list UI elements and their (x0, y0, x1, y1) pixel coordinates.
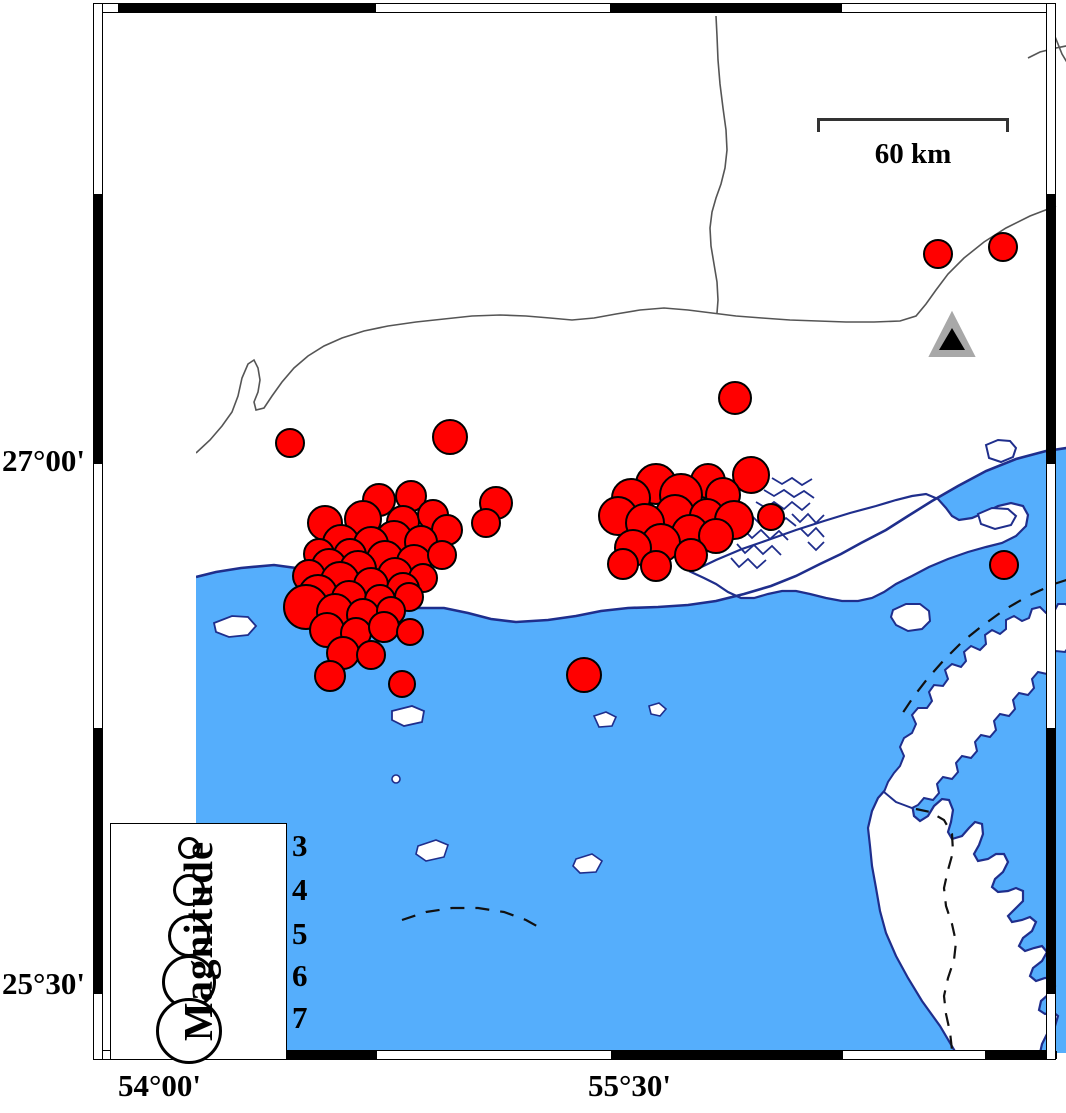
epicenter-marker (275, 428, 305, 458)
lon-label-55-30: 55°30' (588, 1068, 672, 1103)
epicenter-marker (757, 503, 785, 531)
map-canvas[interactable] (196, 16, 1066, 1053)
epicenter-marker (698, 518, 734, 554)
legend-label-4: 4 (292, 872, 308, 907)
legend-label-5: 5 (292, 916, 308, 951)
island-qeshm (688, 492, 1030, 603)
legend-circle-m5 (168, 915, 210, 957)
epicenter-marker (471, 508, 501, 538)
maritime-boundary-dashed (901, 578, 1066, 715)
frame-band-top (93, 3, 1056, 13)
epicenter-marker (396, 618, 424, 646)
epicenter-marker (640, 550, 672, 582)
frame-band-right (1046, 3, 1056, 1060)
scale-bar-icon: 60 km (817, 118, 1009, 178)
province-border-top-right (1027, 45, 1066, 59)
province-border-north (196, 205, 1057, 454)
legend-magnitude-labels: 3 4 5 6 7 (292, 828, 332, 1058)
legend-label-3: 3 (292, 828, 308, 863)
epicenter-marker (607, 548, 639, 580)
epicenter-marker (388, 670, 416, 698)
scale-bar-bracket (817, 118, 1009, 132)
island-small-g (572, 853, 604, 874)
legend-circle-m3 (178, 837, 200, 859)
island-small-c (391, 705, 426, 727)
scale-bar-label: 60 km (874, 138, 952, 170)
map-frame (93, 3, 1066, 1060)
lat-label-27-00: 27°00' (2, 443, 86, 478)
frame-band-left (93, 3, 103, 1060)
legend-circle-m7 (156, 998, 222, 1064)
epicenter-marker (427, 540, 457, 570)
epicenter-marker (566, 657, 602, 693)
province-border-central (709, 16, 728, 314)
island-larak (984, 438, 1018, 464)
epicenter-marker (718, 381, 752, 415)
epicenter-marker (356, 640, 386, 670)
epicenter-layer (275, 232, 1019, 698)
musandam-fjords (882, 603, 1066, 810)
island-hormuz (889, 603, 932, 633)
island-small-f (415, 839, 449, 862)
epicenter-marker (732, 456, 770, 494)
island-small-e (648, 702, 668, 717)
maritime-boundary-dashed-2 (401, 906, 545, 931)
island-small-b (212, 615, 258, 638)
epicenter-marker (314, 660, 346, 692)
epicenter-marker (432, 419, 468, 455)
epicenter-marker (368, 611, 400, 643)
epicenter-marker (923, 239, 953, 269)
epicenter-marker (988, 232, 1018, 262)
epicenter-marker (674, 538, 708, 572)
island-small-a (976, 506, 1018, 531)
epicenter-marker (989, 550, 1019, 580)
island-small-d (592, 711, 618, 728)
triangle-station-icon (928, 310, 976, 357)
legend-label-7: 7 (292, 1000, 308, 1035)
legend-size-circles (110, 823, 287, 1064)
island-dot-a (391, 774, 401, 784)
legend-label-6: 6 (292, 958, 308, 993)
lon-label-54-00: 54°00' (118, 1068, 202, 1103)
lat-label-25-30: 25°30' (2, 966, 86, 1001)
legend-circle-m4 (173, 874, 205, 906)
